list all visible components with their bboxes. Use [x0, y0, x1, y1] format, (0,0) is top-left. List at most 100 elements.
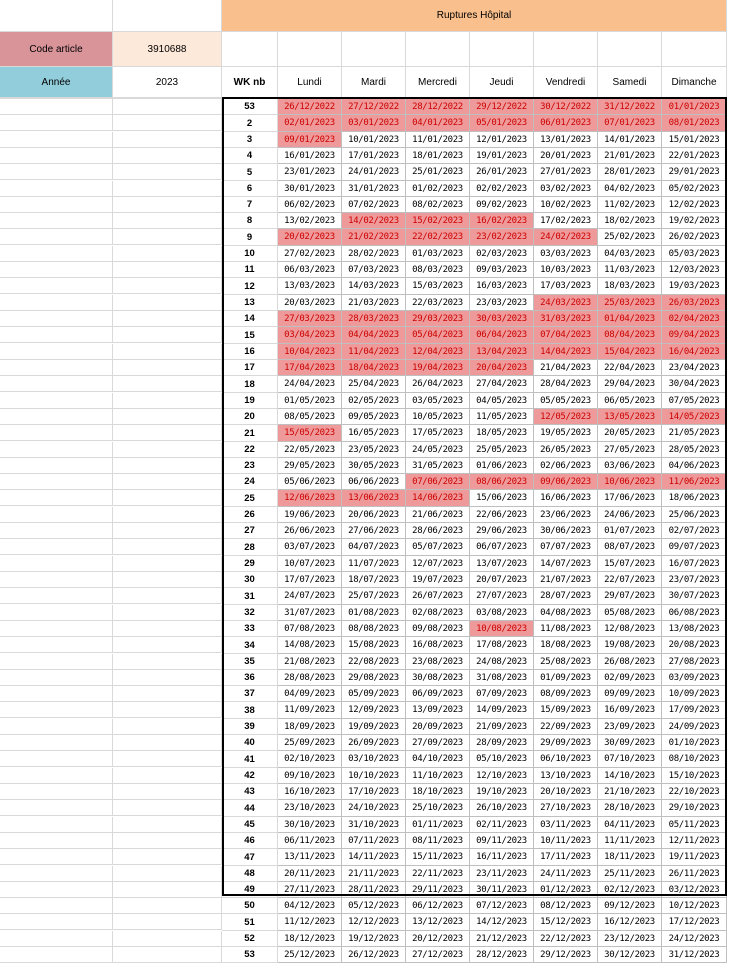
date-cell[interactable]: 29/12/2023 [534, 947, 598, 963]
date-cell[interactable]: 23/07/2023 [662, 572, 727, 588]
empty-cell[interactable] [470, 32, 534, 67]
date-cell[interactable]: 05/07/2023 [406, 539, 470, 556]
date-cell[interactable]: 18/07/2023 [342, 572, 406, 588]
empty-cell[interactable] [342, 32, 406, 67]
rupture-date-cell[interactable]: 24/03/2023 [534, 295, 598, 311]
empty-cell[interactable] [0, 784, 113, 800]
empty-cell[interactable] [113, 99, 222, 115]
empty-cell[interactable] [113, 572, 222, 588]
rupture-date-cell[interactable]: 11/04/2023 [342, 344, 406, 360]
empty-cell[interactable] [0, 115, 113, 131]
date-cell[interactable]: 27/04/2023 [470, 376, 534, 393]
date-cell[interactable]: 23/10/2023 [278, 800, 342, 817]
date-cell[interactable]: 05/03/2023 [662, 246, 727, 262]
empty-cell[interactable] [113, 882, 222, 898]
date-cell[interactable]: 19/05/2023 [534, 425, 598, 442]
date-cell[interactable]: 26/05/2023 [534, 442, 598, 458]
week-number-cell[interactable]: 17 [222, 360, 278, 376]
empty-cell[interactable] [0, 425, 113, 441]
rupture-date-cell[interactable]: 07/04/2023 [534, 327, 598, 344]
empty-cell[interactable] [113, 849, 222, 865]
empty-cell[interactable] [0, 702, 113, 718]
date-cell[interactable]: 13/03/2023 [278, 278, 342, 295]
week-number-cell[interactable]: 49 [222, 882, 278, 898]
date-cell[interactable]: 29/09/2023 [534, 735, 598, 751]
date-cell[interactable]: 06/03/2023 [278, 262, 342, 278]
date-cell[interactable]: 14/09/2023 [470, 702, 534, 719]
date-cell[interactable]: 15/10/2023 [662, 768, 727, 784]
date-cell[interactable]: 06/07/2023 [470, 539, 534, 556]
rupture-date-cell[interactable]: 26/12/2022 [278, 99, 342, 115]
date-cell[interactable]: 28/10/2023 [598, 800, 662, 817]
date-cell[interactable]: 17/08/2023 [470, 637, 534, 654]
empty-cell[interactable] [0, 719, 113, 735]
week-number-cell[interactable]: 14 [222, 311, 278, 327]
date-cell[interactable]: 09/05/2023 [342, 409, 406, 425]
rupture-date-cell[interactable]: 27/12/2022 [342, 99, 406, 115]
empty-cell[interactable] [0, 914, 113, 930]
date-cell[interactable]: 18/03/2023 [598, 278, 662, 295]
date-cell[interactable]: 20/06/2023 [342, 507, 406, 523]
week-number-cell[interactable]: 50 [222, 898, 278, 914]
week-number-cell[interactable]: 33 [222, 621, 278, 637]
rupture-date-cell[interactable]: 02/04/2023 [662, 311, 727, 327]
week-number-cell[interactable]: 26 [222, 507, 278, 523]
week-number-cell[interactable]: 34 [222, 637, 278, 654]
date-cell[interactable]: 08/12/2023 [534, 898, 598, 914]
date-cell[interactable]: 22/12/2023 [534, 931, 598, 947]
week-number-cell[interactable]: 2 [222, 115, 278, 132]
empty-cell[interactable] [113, 409, 222, 425]
week-number-cell[interactable]: 15 [222, 327, 278, 344]
empty-cell[interactable] [113, 295, 222, 311]
rupture-date-cell[interactable]: 07/06/2023 [406, 474, 470, 490]
day-header-dimanche[interactable]: Dimanche [662, 67, 727, 98]
date-cell[interactable]: 15/11/2023 [406, 849, 470, 866]
date-cell[interactable]: 04/10/2023 [406, 751, 470, 768]
empty-cell[interactable] [0, 311, 113, 327]
date-cell[interactable]: 12/10/2023 [470, 768, 534, 784]
empty-cell[interactable] [113, 947, 222, 963]
empty-cell[interactable] [113, 213, 222, 229]
empty-cell[interactable] [0, 442, 113, 458]
day-header-lundi[interactable]: Lundi [278, 67, 342, 98]
empty-cell[interactable] [113, 523, 222, 539]
empty-cell[interactable] [406, 32, 470, 67]
date-cell[interactable]: 09/11/2023 [470, 833, 534, 849]
date-cell[interactable]: 03/03/2023 [534, 246, 598, 262]
empty-cell[interactable] [598, 32, 662, 67]
date-cell[interactable]: 13/11/2023 [278, 849, 342, 866]
date-cell[interactable]: 26/10/2023 [470, 800, 534, 817]
week-number-header[interactable]: WK nb [222, 67, 278, 98]
date-cell[interactable]: 27/07/2023 [470, 588, 534, 605]
date-cell[interactable]: 25/05/2023 [470, 442, 534, 458]
date-cell[interactable]: 02/05/2023 [342, 393, 406, 409]
week-number-cell[interactable]: 52 [222, 931, 278, 947]
empty-cell[interactable] [0, 670, 113, 686]
date-cell[interactable]: 24/10/2023 [342, 800, 406, 817]
week-number-cell[interactable]: 21 [222, 425, 278, 442]
date-cell[interactable]: 26/01/2023 [470, 164, 534, 181]
empty-cell[interactable] [113, 148, 222, 164]
week-number-cell[interactable]: 28 [222, 539, 278, 556]
empty-cell[interactable] [113, 556, 222, 572]
week-number-cell[interactable]: 7 [222, 197, 278, 213]
date-cell[interactable]: 22/04/2023 [598, 360, 662, 376]
empty-cell[interactable] [0, 327, 113, 343]
date-cell[interactable]: 31/10/2023 [342, 817, 406, 833]
date-cell[interactable]: 17/05/2023 [406, 425, 470, 442]
week-number-cell[interactable]: 29 [222, 556, 278, 572]
date-cell[interactable]: 12/12/2023 [342, 914, 406, 931]
date-cell[interactable]: 30/07/2023 [662, 588, 727, 605]
empty-cell[interactable] [113, 311, 222, 327]
date-cell[interactable]: 26/08/2023 [598, 654, 662, 670]
date-cell[interactable]: 25/10/2023 [406, 800, 470, 817]
week-number-cell[interactable]: 31 [222, 588, 278, 605]
empty-cell[interactable] [0, 523, 113, 539]
rupture-date-cell[interactable]: 29/12/2022 [470, 99, 534, 115]
rupture-date-cell[interactable]: 26/03/2023 [662, 295, 727, 311]
date-cell[interactable]: 07/12/2023 [470, 898, 534, 914]
empty-cell[interactable] [113, 817, 222, 833]
rupture-date-cell[interactable]: 12/06/2023 [278, 490, 342, 507]
week-number-cell[interactable]: 48 [222, 866, 278, 882]
week-number-cell[interactable]: 23 [222, 458, 278, 474]
